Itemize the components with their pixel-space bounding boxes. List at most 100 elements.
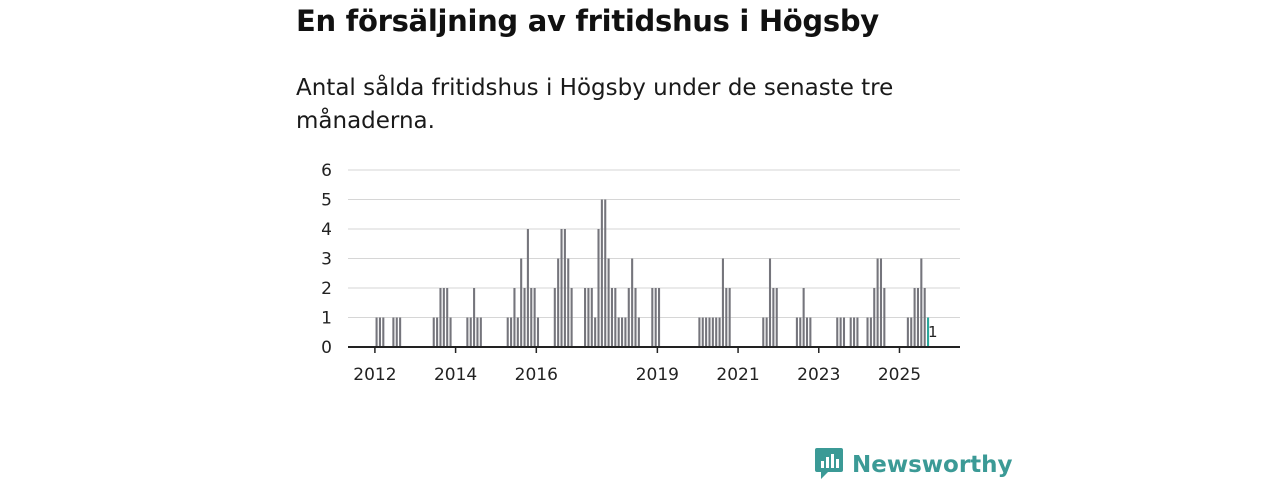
bar [533, 288, 536, 347]
bar [651, 288, 654, 347]
y-tick-label: 1 [321, 309, 332, 329]
bar [725, 288, 728, 347]
bar [584, 288, 587, 347]
bar [883, 288, 886, 347]
bar [839, 317, 842, 347]
newsworthy-logo-icon [814, 446, 844, 484]
bar [873, 288, 876, 347]
bar [866, 317, 869, 347]
bar [536, 317, 540, 347]
bar [654, 288, 657, 347]
bar [557, 258, 560, 347]
y-tick-label: 0 [321, 338, 332, 358]
bar [920, 258, 923, 347]
bar [446, 288, 449, 347]
x-tick-label: 2014 [434, 365, 477, 385]
bar [631, 258, 634, 347]
bar [617, 317, 620, 347]
bar [510, 317, 513, 347]
bar [570, 288, 573, 347]
bar [523, 288, 526, 347]
bar [910, 317, 913, 347]
bar [624, 317, 627, 347]
bar [466, 317, 469, 347]
x-tick-label: 2012 [353, 365, 396, 385]
bar [795, 317, 798, 347]
bar [879, 258, 883, 347]
bar [516, 317, 519, 347]
bar [610, 288, 614, 347]
bar [802, 288, 805, 347]
bar-highlight [927, 317, 930, 347]
y-tick-label: 5 [321, 191, 332, 211]
bar [913, 288, 916, 347]
bar [711, 317, 714, 347]
bar [809, 317, 812, 347]
bar [479, 317, 482, 347]
x-tick-label: 2016 [515, 365, 558, 385]
bar [775, 288, 778, 347]
bar-chart: 0 1 2 3 4 5 6 2012 2014 2016 2019 2021 2023 2025 1 [321, 161, 960, 385]
bar [799, 317, 802, 347]
bar [721, 258, 724, 347]
bar [658, 288, 661, 347]
bar [604, 199, 607, 347]
bar [563, 229, 566, 347]
bar [597, 229, 600, 347]
bar [856, 317, 859, 347]
bar [705, 317, 708, 347]
y-tick-label: 4 [321, 220, 332, 240]
bar [715, 317, 718, 347]
y-tick-label: 6 [321, 161, 332, 181]
bar [916, 288, 920, 347]
bar [765, 317, 768, 347]
bar [560, 229, 563, 347]
bar [432, 317, 435, 347]
bar [708, 317, 711, 347]
bar [473, 288, 476, 347]
bar [906, 317, 909, 347]
chart-title: En försäljning av fritidshus i Högsby [296, 4, 879, 38]
bar [842, 317, 846, 347]
newsworthy-logo-text: Newsworthy [852, 452, 1013, 478]
chart-subtitle: Antal sålda fritidshus i Högsby under de… [296, 75, 894, 134]
x-tick-label: 2021 [716, 365, 759, 385]
bar [762, 317, 765, 347]
bar [718, 317, 721, 347]
bar [399, 317, 402, 347]
x-tick-label: 2023 [797, 365, 840, 385]
bar [590, 288, 593, 347]
bar [436, 317, 439, 347]
bar [621, 317, 624, 347]
y-tick-label: 3 [321, 250, 332, 270]
y-tick-label: 2 [321, 279, 332, 299]
bar [728, 288, 731, 347]
bar [805, 317, 809, 347]
bar [849, 317, 852, 347]
bar [768, 258, 772, 347]
bar [476, 317, 479, 347]
x-tick-label: 2019 [636, 365, 679, 385]
newsworthy-logo[interactable]: Newsworthy [814, 446, 1013, 484]
bar [634, 288, 637, 347]
bar [392, 317, 395, 347]
bar [567, 258, 570, 347]
bar [439, 288, 442, 347]
bar [698, 317, 701, 347]
bar [449, 317, 452, 347]
bar [382, 317, 385, 347]
bar [469, 317, 472, 347]
bar [530, 288, 533, 347]
bar [506, 317, 509, 347]
bar [378, 317, 381, 347]
bar [553, 288, 556, 347]
bar [526, 229, 529, 347]
bar [442, 288, 445, 347]
bar [513, 288, 516, 347]
bar [520, 258, 523, 347]
x-tick-label: 2025 [878, 365, 921, 385]
bar [375, 317, 378, 347]
bar [701, 317, 704, 347]
bar [600, 199, 603, 347]
bar [772, 288, 775, 347]
